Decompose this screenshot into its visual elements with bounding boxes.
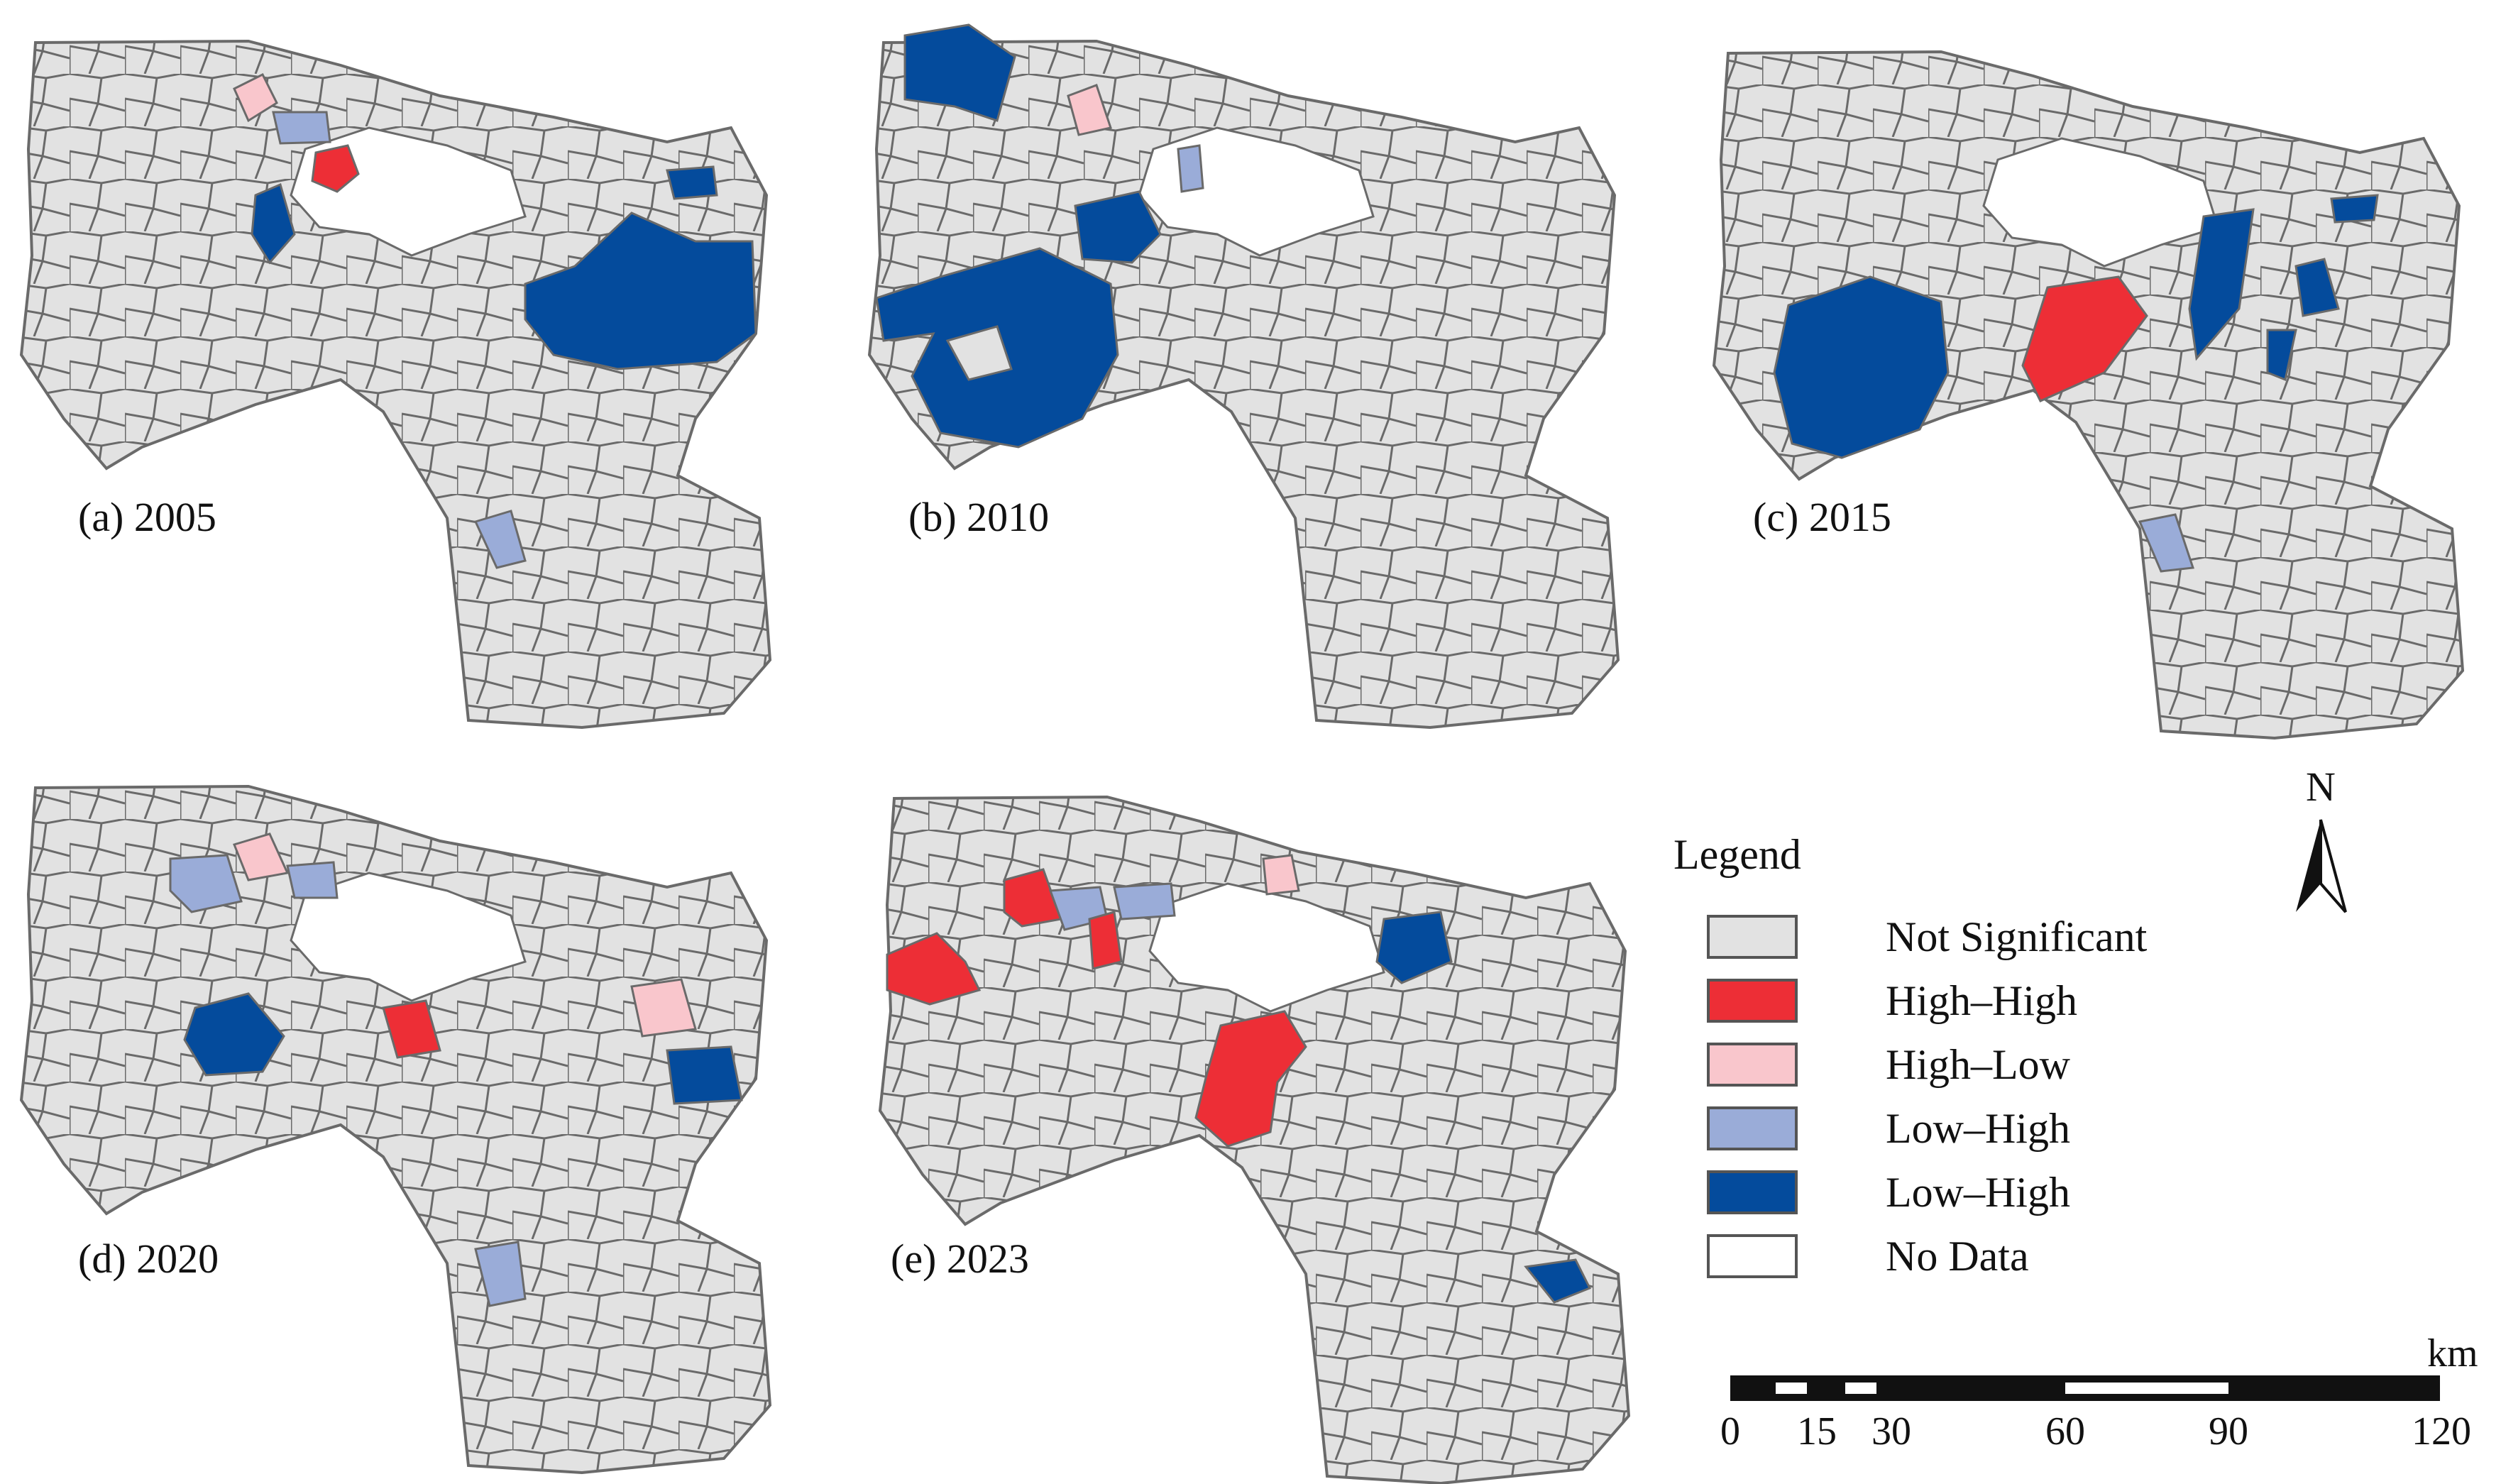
- legend-item: Not Significant: [1707, 912, 2346, 962]
- scale-tick-label: 60: [2045, 1409, 2085, 1453]
- map-panel-d: [20, 785, 771, 1474]
- legend-label: Not Significant: [1886, 913, 2148, 960]
- panel-label-d: (d) 2020: [78, 1236, 219, 1282]
- legend-label: Low–High: [1886, 1105, 2070, 1152]
- map-panel-a: [20, 40, 771, 729]
- panel-label-b: (b) 2010: [908, 494, 1050, 540]
- legend-item: High–Low: [1707, 1040, 2346, 1089]
- legend-item: No Data: [1707, 1231, 2346, 1281]
- panel-label-e: (e) 2023: [891, 1236, 1029, 1282]
- legend-swatch: [1707, 979, 1798, 1023]
- scale-bar-graphic: [1730, 1375, 2440, 1401]
- legend-item: High–High: [1707, 976, 2346, 1026]
- legend-swatch: [1707, 1170, 1798, 1214]
- scale-tick-label: 0: [1720, 1409, 1740, 1453]
- map-panel-c: [1713, 50, 2464, 740]
- scale-tick-label: 120: [2412, 1409, 2471, 1453]
- legend-label: Low–High: [1886, 1169, 2070, 1216]
- panel-label-a: (a) 2005: [78, 494, 216, 540]
- legend-swatch: [1707, 915, 1798, 959]
- legend-swatch: [1707, 1043, 1798, 1087]
- legend-item: Low–High: [1707, 1167, 2346, 1217]
- north-arrow-icon: [2296, 819, 2347, 913]
- north-letter: N: [2306, 764, 2336, 810]
- legend-label: High–Low: [1886, 1041, 2070, 1088]
- scale-tick-label: 15: [1797, 1409, 1837, 1453]
- legend-item: Low–High: [1707, 1104, 2346, 1153]
- scale-tick-label: 30: [1871, 1409, 1911, 1453]
- scale-tick-label: 90: [2209, 1409, 2248, 1453]
- map-panel-e: [879, 796, 1630, 1484]
- legend-label: High–High: [1886, 977, 2077, 1024]
- scale-bar: km 0 15 30 60 90 120: [1717, 1331, 2484, 1455]
- map-panel-b: [868, 23, 1620, 729]
- north-arrow: N: [2278, 763, 2363, 919]
- legend-label: No Data: [1886, 1233, 2029, 1280]
- legend-swatch: [1707, 1234, 1798, 1278]
- scale-unit: km: [2427, 1331, 2478, 1375]
- panel-label-c: (c) 2015: [1753, 494, 1891, 540]
- legend-swatch: [1707, 1106, 1798, 1150]
- legend-title: Legend: [1673, 831, 1801, 878]
